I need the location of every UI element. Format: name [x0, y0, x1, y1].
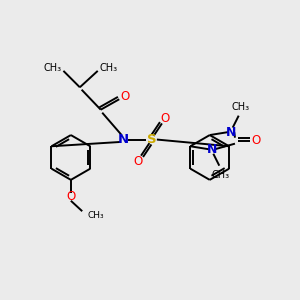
- Text: CH₃: CH₃: [100, 63, 118, 73]
- Text: S: S: [147, 133, 156, 146]
- Text: O: O: [252, 134, 261, 147]
- Text: N: N: [226, 126, 236, 139]
- Text: CH₃: CH₃: [212, 169, 230, 180]
- Text: N: N: [207, 143, 217, 156]
- Text: CH₃: CH₃: [43, 63, 61, 73]
- Text: O: O: [134, 154, 143, 167]
- Text: O: O: [120, 90, 129, 103]
- Text: CH₃: CH₃: [231, 102, 249, 112]
- Text: O: O: [66, 190, 76, 203]
- Text: O: O: [160, 112, 170, 124]
- Text: CH₃: CH₃: [87, 211, 104, 220]
- Text: N: N: [118, 133, 129, 146]
